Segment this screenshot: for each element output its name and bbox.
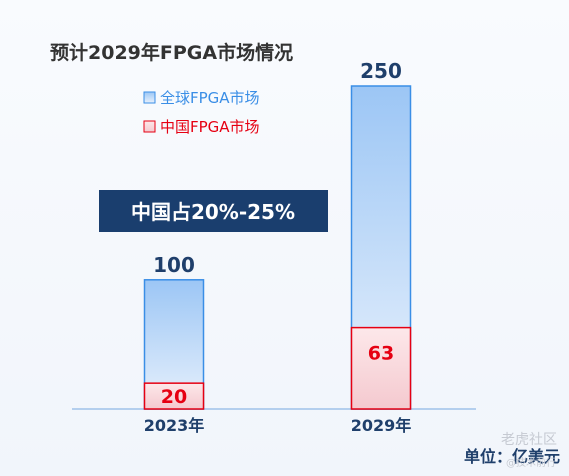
legend-swatch-global [143,91,156,104]
callout-text: 中国占20%-25% [131,200,295,224]
x-tick-label-1: 2029年 [351,416,412,435]
x-axis-ticks: 2023年 2029年 [144,416,412,435]
watermark: 老虎社区 @技术前行 [501,432,557,469]
bars-group: 100 20 250 63 [143,59,412,410]
data-label-global-1: 250 [360,59,402,83]
watermark-text: 老虎社区 [501,432,557,448]
watermark-sub: @技术前行 [506,456,556,469]
data-label-china-1: 63 [368,343,394,365]
legend-swatch-china [143,120,156,133]
bar-china-0 [143,382,205,410]
legend-label-china: 中国FPGA市场 [160,118,260,136]
chart-title: 预计2029年FPGA市场情况 [50,41,293,64]
callout-banner: 中国占20%-25% [99,190,328,232]
x-tick-label-0: 2023年 [144,416,205,435]
unit-label: 单位：亿美元 [464,447,560,466]
callout-background [99,190,328,232]
data-label-global-0: 100 [153,253,195,277]
data-label-china-0: 20 [161,386,187,408]
legend-label-global: 全球FPGA市场 [160,89,260,107]
bar-china-1 [350,326,412,410]
legend: 全球FPGA市场 中国FPGA市场 [143,89,260,136]
